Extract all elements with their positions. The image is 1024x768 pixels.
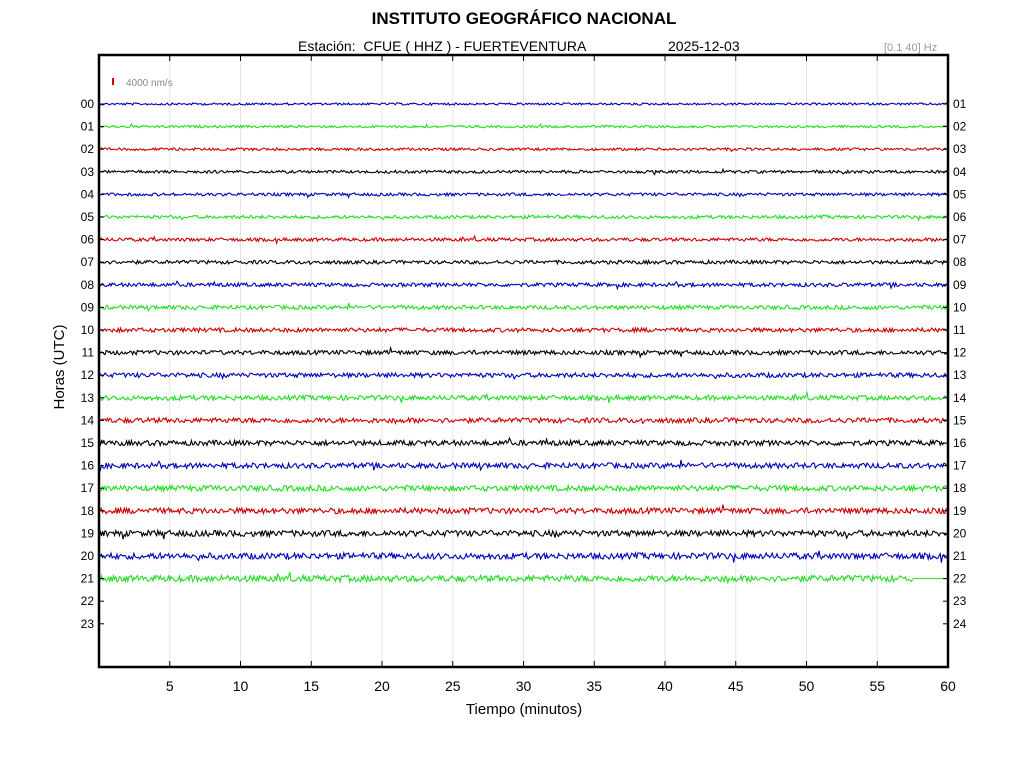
x-tick-label: 50 xyxy=(799,678,815,694)
axis-ticks xyxy=(99,55,949,667)
grid-lines xyxy=(169,55,878,667)
hour-label-right: 12 xyxy=(953,346,967,360)
y-axis-label: Horas (UTC) xyxy=(51,324,68,409)
hour-label-right: 02 xyxy=(953,120,967,134)
hour-label-left: 04 xyxy=(81,187,95,201)
x-tick-label: 60 xyxy=(940,678,956,694)
hour-label-left: 08 xyxy=(81,278,95,292)
x-tick-label: 45 xyxy=(728,678,744,694)
hour-label-right: 03 xyxy=(953,142,967,156)
hour-label-right: 05 xyxy=(953,187,967,201)
x-tick-label: 5 xyxy=(166,678,174,694)
hour-label-right: 13 xyxy=(953,368,967,382)
hour-label-left: 13 xyxy=(81,391,95,405)
hour-label-right: 04 xyxy=(953,165,967,179)
hour-label-left: 14 xyxy=(81,413,95,427)
hour-label-left: 02 xyxy=(81,142,95,156)
hour-label-left: 01 xyxy=(81,120,95,134)
hour-label-right: 20 xyxy=(953,526,967,540)
hour-label-left: 21 xyxy=(81,572,95,586)
hour-label-left: 12 xyxy=(81,368,95,382)
trace-hour-07 xyxy=(98,258,948,266)
chart-title: INSTITUTO GEOGRÁFICO NACIONAL xyxy=(371,9,677,28)
hour-label-right: 06 xyxy=(953,210,967,224)
trace-hour-19 xyxy=(98,528,948,540)
trace-hour-04 xyxy=(98,191,948,199)
trace-hour-15 xyxy=(98,436,948,448)
hour-label-left: 22 xyxy=(81,594,95,608)
hour-label-left: 10 xyxy=(81,323,95,337)
x-tick-label: 40 xyxy=(657,678,673,694)
hour-label-left: 09 xyxy=(81,300,95,314)
trace-hour-03 xyxy=(98,167,948,176)
trace-hour-18 xyxy=(98,504,948,516)
hour-label-right: 21 xyxy=(953,549,967,563)
hour-label-left: 11 xyxy=(82,346,95,360)
hour-label-right: 19 xyxy=(953,504,967,518)
trace-hour-13 xyxy=(98,390,948,404)
hour-label-left: 17 xyxy=(81,481,95,495)
x-tick-label: 55 xyxy=(869,678,885,694)
trace-hour-11 xyxy=(98,345,948,359)
trace-hour-10 xyxy=(98,326,948,334)
trace-hour-12 xyxy=(98,371,948,381)
hour-label-left: 07 xyxy=(81,255,95,269)
trace-hour-05 xyxy=(98,214,948,223)
x-tick-label: 10 xyxy=(233,678,249,694)
trace-hour-16 xyxy=(98,459,948,472)
trace-hour-02 xyxy=(98,146,948,153)
trace-hour-21 xyxy=(98,571,914,585)
station-subtitle: Estación: CFUE ( HHZ ) - FUERTEVENTURA xyxy=(298,38,587,54)
hour-label-right: 08 xyxy=(953,255,967,269)
x-axis-label: Tiempo (minutos) xyxy=(466,701,582,718)
x-tick-label: 30 xyxy=(516,678,532,694)
amplitude-scale-label: 4000 nm/s xyxy=(126,78,173,89)
hour-label-right: 07 xyxy=(953,233,967,247)
hour-label-right: 22 xyxy=(953,572,967,586)
hour-label-right: 24 xyxy=(953,617,967,631)
hour-label-right: 01 xyxy=(953,97,967,111)
hour-label-right: 09 xyxy=(953,278,967,292)
trace-hour-20 xyxy=(98,550,948,563)
hour-label-right: 15 xyxy=(953,413,967,427)
hour-label-left: 15 xyxy=(81,436,95,450)
trace-hour-09 xyxy=(98,303,948,312)
date-label: 2025-12-03 xyxy=(668,38,740,54)
axis-labels: 5 10 15 20 25 30 35 40 45 50 55 60 00 01 02 03 04 05 06 07 0… xyxy=(81,97,967,694)
hour-label-left: 05 xyxy=(81,210,95,224)
filter-band-label: [0.1 40] Hz xyxy=(884,42,938,54)
trace-hour-08 xyxy=(98,280,948,291)
hour-label-right: 18 xyxy=(953,481,967,495)
hour-label-right: 14 xyxy=(953,391,967,405)
hour-label-left: 20 xyxy=(81,549,95,563)
hour-label-left: 23 xyxy=(81,617,95,631)
hour-label-left: 03 xyxy=(81,165,95,179)
x-tick-label: 25 xyxy=(445,678,461,694)
hour-label-left: 00 xyxy=(81,97,95,111)
hour-label-right: 16 xyxy=(953,436,967,450)
hour-label-right: 23 xyxy=(953,594,967,608)
x-tick-label: 20 xyxy=(374,678,390,694)
trace-hour-17 xyxy=(98,483,948,494)
hour-label-right: 11 xyxy=(953,323,966,337)
trace-hour-06 xyxy=(98,234,948,246)
trace-hour-00 xyxy=(98,101,948,107)
hour-label-left: 06 xyxy=(81,233,95,247)
hour-label-left: 18 xyxy=(81,504,95,518)
hour-label-right: 17 xyxy=(953,459,967,473)
x-tick-label: 15 xyxy=(303,678,319,694)
trace-hour-01 xyxy=(98,122,948,129)
hour-label-right: 10 xyxy=(953,300,967,314)
hour-label-left: 16 xyxy=(81,459,95,473)
seismic-traces xyxy=(98,101,948,585)
hour-label-left: 19 xyxy=(81,526,95,540)
trace-hour-14 xyxy=(98,416,948,425)
x-tick-label: 35 xyxy=(586,678,602,694)
